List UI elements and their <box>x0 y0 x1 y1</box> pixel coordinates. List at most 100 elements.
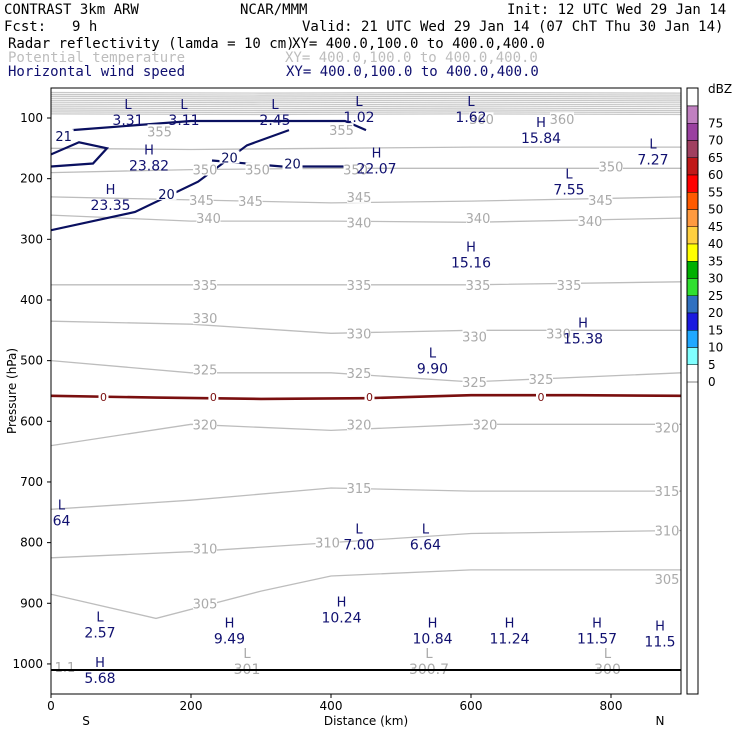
reflectivity-label-bg <box>208 391 219 404</box>
theta-contour-320 <box>51 423 681 447</box>
colorbar-unit: dBZ <box>708 82 732 96</box>
theta-label-bg <box>343 162 368 176</box>
theta-label: 330 <box>462 330 487 345</box>
wind-label: 21 <box>55 130 72 145</box>
theta-label-bg <box>189 192 214 206</box>
reflectivity-label-bg <box>536 391 546 404</box>
y-tick-label: 200 <box>20 172 43 186</box>
theta-label: 345 <box>347 191 372 206</box>
theta-label: 335 <box>347 279 372 294</box>
y-tick-label: 400 <box>20 293 43 307</box>
extremum-value: 11.57 <box>577 632 617 648</box>
extremum-value: 10.84 <box>412 632 452 648</box>
reflectivity-label: 0 <box>538 391 545 404</box>
theta-label: 350 <box>245 164 270 179</box>
theta-contour-upper <box>51 105 681 108</box>
extremum-l: L <box>355 523 363 538</box>
reflectivity-label: 0 <box>100 391 107 404</box>
theta-label: 315 <box>655 485 680 500</box>
theta-contour-upper <box>51 95 681 98</box>
wind-label-bg <box>53 129 74 143</box>
plot-frame <box>50 87 682 695</box>
theta-label-bg <box>347 365 371 379</box>
theta-label-bg <box>193 362 217 376</box>
theta-label-bg <box>466 277 490 291</box>
x-tick-label: 400 <box>320 699 343 713</box>
y-axis-title: Pressure (hPa) <box>5 348 19 434</box>
theta-label-bg <box>193 541 217 555</box>
extremum-h: H <box>95 656 105 671</box>
extremum-h: H <box>337 595 347 610</box>
reflectivity-label-bg <box>364 391 375 404</box>
x-end-label-s: S <box>82 714 90 728</box>
extremum-h: H <box>106 183 116 198</box>
colorbar-label: 20 <box>708 306 723 320</box>
x-axis-title: Distance (km) <box>324 714 408 728</box>
theta-label: 320 <box>473 418 498 433</box>
extremum-h: H <box>655 620 665 635</box>
theta-contour-upper <box>51 101 681 104</box>
theta-contour-340 <box>51 214 681 223</box>
init-label: Init: 12 UTC Wed 29 Jan 14 <box>507 2 727 18</box>
reflectivity-label: 0 <box>210 391 217 404</box>
colorbar-label: 25 <box>708 289 723 303</box>
center-label: NCAR/MMM <box>240 2 308 18</box>
theta-label: 350 <box>193 164 218 179</box>
y-tick-label: 300 <box>20 232 43 246</box>
colorbar-cell <box>686 364 699 383</box>
extremum-value: 15.16 <box>451 255 491 271</box>
extremum-h: H <box>225 617 235 632</box>
wind-contour-21 <box>51 141 110 168</box>
reflectivity-label: 0 <box>366 391 373 404</box>
theta-label: 320 <box>655 421 680 436</box>
colorbar-cell <box>686 192 699 210</box>
colorbar-label: 10 <box>708 341 723 355</box>
theta-label: 310 <box>315 537 340 552</box>
theta-label: 325 <box>529 373 554 388</box>
theta-contour-upper <box>51 91 681 94</box>
extremum-l: L <box>355 95 363 110</box>
extremum-l: L <box>180 98 188 113</box>
theta-label: 330 <box>193 312 218 327</box>
extremum-h: H <box>592 617 602 632</box>
y-tick-label: 700 <box>20 475 43 489</box>
x-tick-label: 600 <box>460 699 483 713</box>
theta-label: 355 <box>147 125 172 140</box>
extremum-l: L <box>271 98 279 113</box>
theta-label: 325 <box>462 376 487 391</box>
theta-label: 1.1 <box>55 661 76 676</box>
colorbar-label: 50 <box>708 203 723 217</box>
colorbar-label: 40 <box>708 237 723 251</box>
extremum-h: H <box>536 116 546 131</box>
theta-label-bg <box>557 277 581 291</box>
colorbar-cell <box>686 330 699 348</box>
theta-label-bg <box>329 123 354 137</box>
theta-label: 350 <box>599 161 624 176</box>
extremum-value: 15.84 <box>521 131 561 147</box>
theta-label: 340 <box>578 215 603 230</box>
theta-contour-355 <box>51 146 681 151</box>
theta-label: 335 <box>466 279 491 294</box>
y-tick-label: 1000 <box>12 657 43 671</box>
theta-label-bg <box>245 162 270 176</box>
theta-contour-335 <box>51 281 681 286</box>
wind-label-bg <box>282 156 303 170</box>
theta-label: 325 <box>193 364 218 379</box>
colorbar-frame <box>686 87 699 695</box>
theta-label-bg <box>193 311 217 325</box>
extremum-h: H <box>578 316 588 331</box>
theta-label-bg <box>546 326 571 340</box>
theta-contour-315 <box>51 487 681 510</box>
extremum-value: 1.02 <box>343 110 374 126</box>
extremum-h: H <box>144 143 154 158</box>
theta-contour-upper <box>51 99 681 102</box>
colorbar-label: 30 <box>708 272 723 286</box>
theta-label-bg <box>347 417 371 431</box>
theta-label: 320 <box>347 418 372 433</box>
extremum-value: 5.68 <box>84 671 115 687</box>
colorbar-cell <box>686 140 699 158</box>
theta-contour-upper <box>51 111 681 114</box>
extremum-value: 3.11 <box>168 113 199 129</box>
theta-label: 320 <box>193 418 218 433</box>
theta-label-bg <box>347 215 371 229</box>
